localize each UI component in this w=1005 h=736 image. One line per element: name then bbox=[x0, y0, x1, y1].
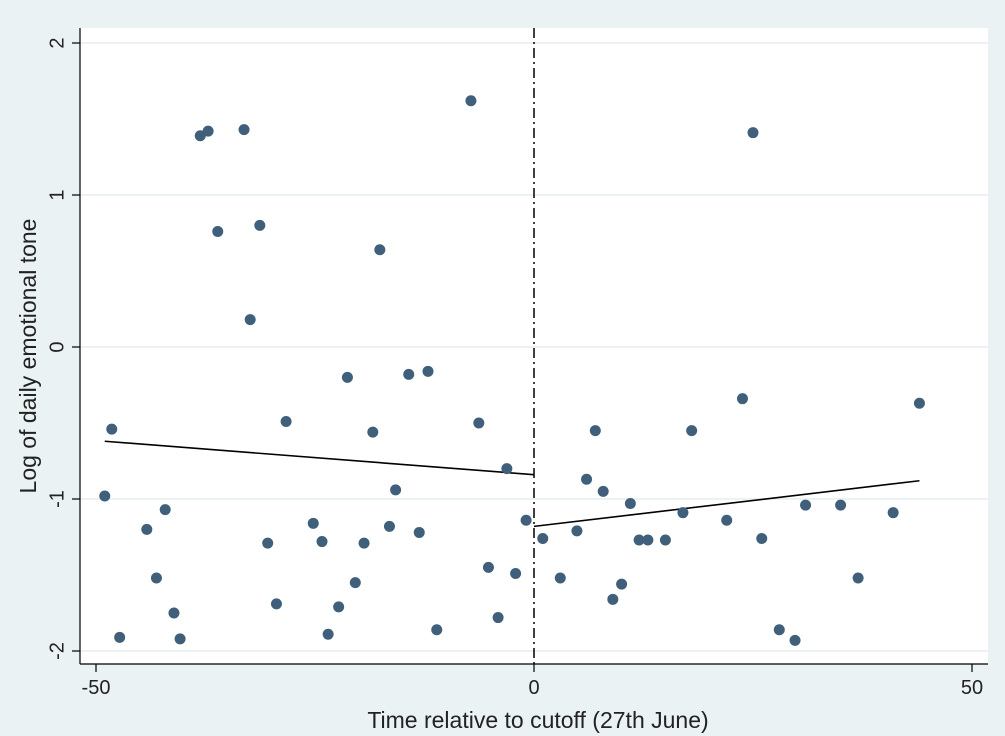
y-tick-label: -2 bbox=[46, 642, 68, 660]
data-point bbox=[413, 526, 425, 538]
data-point bbox=[520, 514, 532, 526]
y-tick-label: -1 bbox=[46, 490, 68, 508]
data-point bbox=[686, 425, 698, 437]
data-point bbox=[677, 507, 689, 519]
data-point bbox=[238, 124, 250, 136]
data-point bbox=[465, 95, 477, 107]
data-point bbox=[510, 567, 522, 579]
data-point bbox=[624, 498, 636, 510]
data-point bbox=[403, 368, 415, 380]
data-point bbox=[174, 633, 186, 645]
data-point bbox=[597, 485, 609, 497]
data-point bbox=[431, 624, 443, 636]
data-point bbox=[316, 536, 328, 548]
data-point bbox=[383, 520, 395, 532]
data-point bbox=[659, 534, 671, 546]
data-point bbox=[422, 365, 434, 377]
y-axis-title: Log of daily emotional tone bbox=[15, 219, 41, 494]
x-tick-label: 0 bbox=[528, 677, 539, 699]
fit-line bbox=[533, 479, 920, 528]
data-point bbox=[280, 415, 292, 427]
data-point bbox=[159, 504, 171, 516]
y-tick-label: 1 bbox=[46, 189, 68, 200]
data-point bbox=[262, 537, 274, 549]
data-point bbox=[633, 534, 645, 546]
x-tick-label: -50 bbox=[82, 677, 111, 699]
data-point bbox=[367, 426, 379, 438]
data-point bbox=[756, 533, 768, 545]
data-point bbox=[642, 534, 654, 546]
data-point bbox=[106, 423, 118, 435]
data-point bbox=[887, 507, 899, 519]
data-point bbox=[773, 624, 785, 636]
data-point bbox=[721, 514, 733, 526]
data-point bbox=[589, 425, 601, 437]
data-point bbox=[150, 572, 162, 584]
data-point bbox=[141, 523, 153, 535]
y-tick-label: 2 bbox=[46, 37, 68, 48]
data-point bbox=[349, 577, 361, 589]
data-point bbox=[374, 244, 386, 256]
data-point bbox=[270, 598, 282, 610]
data-point bbox=[390, 484, 402, 496]
data-points bbox=[99, 95, 925, 646]
data-point bbox=[254, 219, 266, 231]
data-point bbox=[473, 417, 485, 429]
fit-lines bbox=[104, 440, 920, 528]
data-point bbox=[747, 127, 759, 139]
y-axis-ticks: -2 -1 0 1 2 bbox=[46, 37, 80, 660]
data-point bbox=[501, 463, 513, 475]
fit-line bbox=[104, 440, 535, 476]
data-point bbox=[322, 628, 334, 640]
data-point bbox=[913, 397, 925, 409]
data-point bbox=[800, 499, 812, 511]
data-point bbox=[212, 225, 224, 237]
data-point bbox=[341, 371, 353, 383]
data-point bbox=[571, 525, 583, 537]
data-point bbox=[202, 125, 214, 137]
data-point bbox=[307, 517, 319, 529]
data-point bbox=[244, 314, 256, 326]
data-point bbox=[492, 612, 504, 624]
data-point bbox=[554, 572, 566, 584]
x-axis-ticks: -50 0 50 bbox=[82, 664, 983, 699]
data-point bbox=[114, 631, 126, 643]
data-point bbox=[333, 601, 345, 613]
x-tick-label: 50 bbox=[961, 677, 983, 699]
data-point bbox=[537, 533, 549, 545]
y-tick-label: 0 bbox=[46, 341, 68, 352]
data-point bbox=[99, 490, 111, 502]
data-point bbox=[581, 473, 593, 485]
data-point bbox=[168, 607, 180, 619]
data-point bbox=[616, 578, 628, 590]
data-point bbox=[482, 561, 494, 573]
data-point bbox=[835, 499, 847, 511]
data-point bbox=[789, 634, 801, 646]
data-point bbox=[736, 393, 748, 405]
data-point bbox=[852, 572, 864, 584]
data-point bbox=[358, 537, 370, 549]
x-axis-title: Time relative to cutoff (27th June) bbox=[367, 707, 708, 733]
data-point bbox=[607, 593, 619, 605]
